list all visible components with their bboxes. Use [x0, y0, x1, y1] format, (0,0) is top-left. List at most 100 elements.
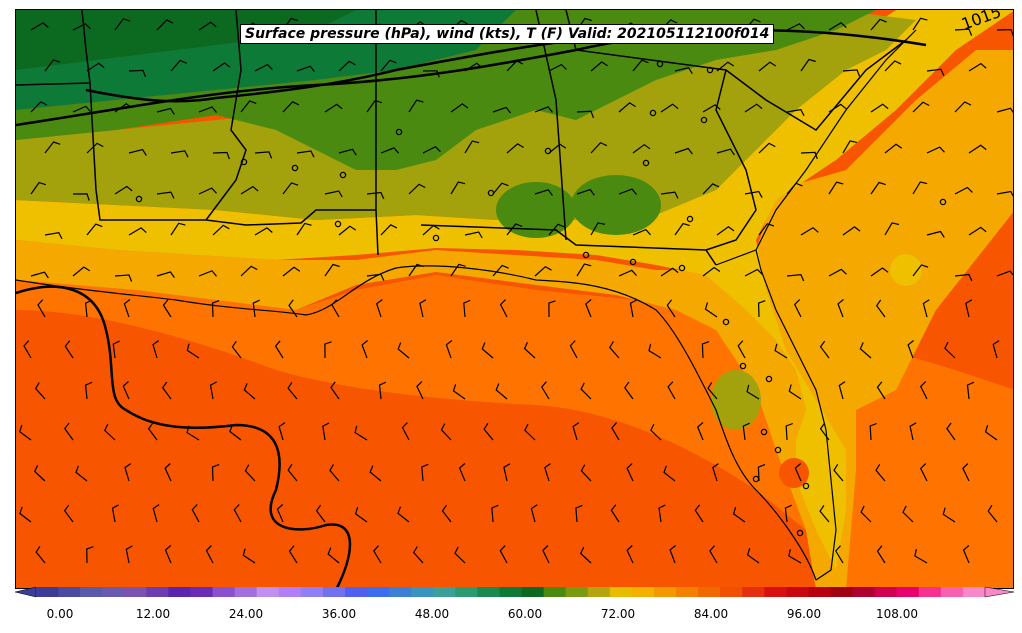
- wind-barb: [440, 423, 452, 441]
- wind-barb: [576, 263, 592, 277]
- wind-barb: [408, 183, 426, 195]
- colorbar-segment: [521, 587, 545, 597]
- wind-barb: [793, 299, 802, 318]
- wind-barb: [186, 343, 200, 359]
- wind-barb: [30, 271, 49, 279]
- inland-patch: [711, 370, 761, 430]
- colorbar-segment: [80, 587, 103, 597]
- wind-barb: [324, 263, 340, 277]
- wind-barb: [282, 101, 300, 113]
- wind-barb: [506, 223, 523, 236]
- wind-barb: [966, 381, 975, 400]
- wind-barb: [499, 545, 508, 564]
- coastline: [16, 29, 917, 581]
- wind-barb: [859, 342, 872, 359]
- zone-gulf-near: [16, 50, 1013, 588]
- wind-barb: [198, 21, 217, 31]
- wind-barb: [732, 507, 746, 523]
- wind-barb: [837, 299, 844, 318]
- wind-barb: [422, 70, 440, 78]
- wind-barb: [366, 99, 382, 113]
- wind-barb: [530, 504, 538, 523]
- wind-barb: [156, 191, 175, 199]
- station-marker: [240, 158, 248, 166]
- wind-barb: [287, 463, 298, 482]
- wind-barb: [774, 343, 788, 359]
- wind-barb: [156, 19, 174, 31]
- wind-barb: [674, 147, 693, 155]
- wind-barb: [282, 266, 301, 277]
- wind-barb: [996, 28, 1013, 37]
- colorbar-segment: [433, 587, 456, 597]
- colorbar-tick-label: 36.00: [321, 607, 357, 621]
- state-borders: [16, 10, 907, 266]
- wind-barb: [842, 69, 861, 77]
- wind-barb: [544, 463, 551, 482]
- wind-barb: [503, 463, 511, 482]
- wind-barb: [968, 226, 987, 236]
- wind-barb: [828, 103, 847, 113]
- wind-barb: [696, 422, 704, 441]
- coastal-patch: [890, 254, 922, 286]
- wind-barb: [506, 143, 524, 154]
- wind-barb: [375, 299, 383, 318]
- wind-barb: [704, 302, 718, 318]
- wind-barb: [254, 151, 273, 159]
- wind-barb: [860, 505, 872, 523]
- colorbar-segment: [234, 587, 258, 597]
- wind-barb: [274, 340, 284, 359]
- wind-barb: [491, 504, 499, 523]
- wind-barb: [44, 59, 61, 72]
- wind-barb: [618, 188, 637, 195]
- station-marker: [642, 159, 650, 167]
- wind-barb: [397, 342, 410, 359]
- wind-barb: [669, 545, 676, 564]
- wind-barb: [205, 545, 214, 564]
- wind-barb: [992, 340, 1000, 359]
- wind-barb: [231, 340, 242, 359]
- wind-barb: [984, 425, 998, 441]
- wind-barb: [322, 422, 330, 441]
- wind-barb: [125, 545, 133, 564]
- wind-barb: [34, 382, 46, 400]
- wind-barb: [819, 504, 830, 523]
- wind-barb: [30, 101, 48, 113]
- colorbar-segment: [874, 587, 898, 597]
- wind-barb: [523, 341, 536, 359]
- colorbar-segment: [720, 587, 743, 597]
- wind-barb: [161, 381, 172, 400]
- wind-barb: [828, 22, 847, 31]
- wind-barb: [75, 465, 88, 482]
- colorbar-segment: [808, 587, 832, 597]
- wind-barb: [156, 271, 175, 278]
- wind-barb: [572, 422, 580, 441]
- wind-barb: [464, 140, 480, 154]
- wind-barb: [128, 69, 147, 78]
- wind-barb: [84, 299, 93, 318]
- station-marker: [739, 362, 747, 370]
- wind-barb: [324, 190, 343, 198]
- wind-barb: [64, 340, 74, 359]
- wind-barb: [72, 266, 91, 277]
- wind-barb: [912, 17, 928, 31]
- wind-barb: [663, 465, 676, 482]
- wind-barb: [114, 18, 131, 31]
- wind-barb: [156, 107, 175, 115]
- wind-barb: [112, 340, 120, 359]
- colorbar-segment: [631, 587, 655, 597]
- wind-barb: [954, 28, 973, 36]
- wind-barb: [315, 504, 326, 523]
- colorbar-segment: [58, 587, 81, 597]
- wind-barb: [965, 299, 973, 318]
- wind-barb: [744, 268, 763, 277]
- station-marker: [649, 109, 657, 117]
- station-marker: [582, 251, 590, 259]
- wind-barb: [212, 224, 230, 236]
- wind-barb: [786, 273, 805, 282]
- colorbar-segment: [609, 587, 633, 597]
- wind-barb: [658, 504, 666, 523]
- wind-barb: [746, 384, 760, 400]
- wind-barb: [996, 190, 1013, 197]
- wind-barb: [254, 227, 273, 236]
- colorbar-segment: [962, 587, 986, 597]
